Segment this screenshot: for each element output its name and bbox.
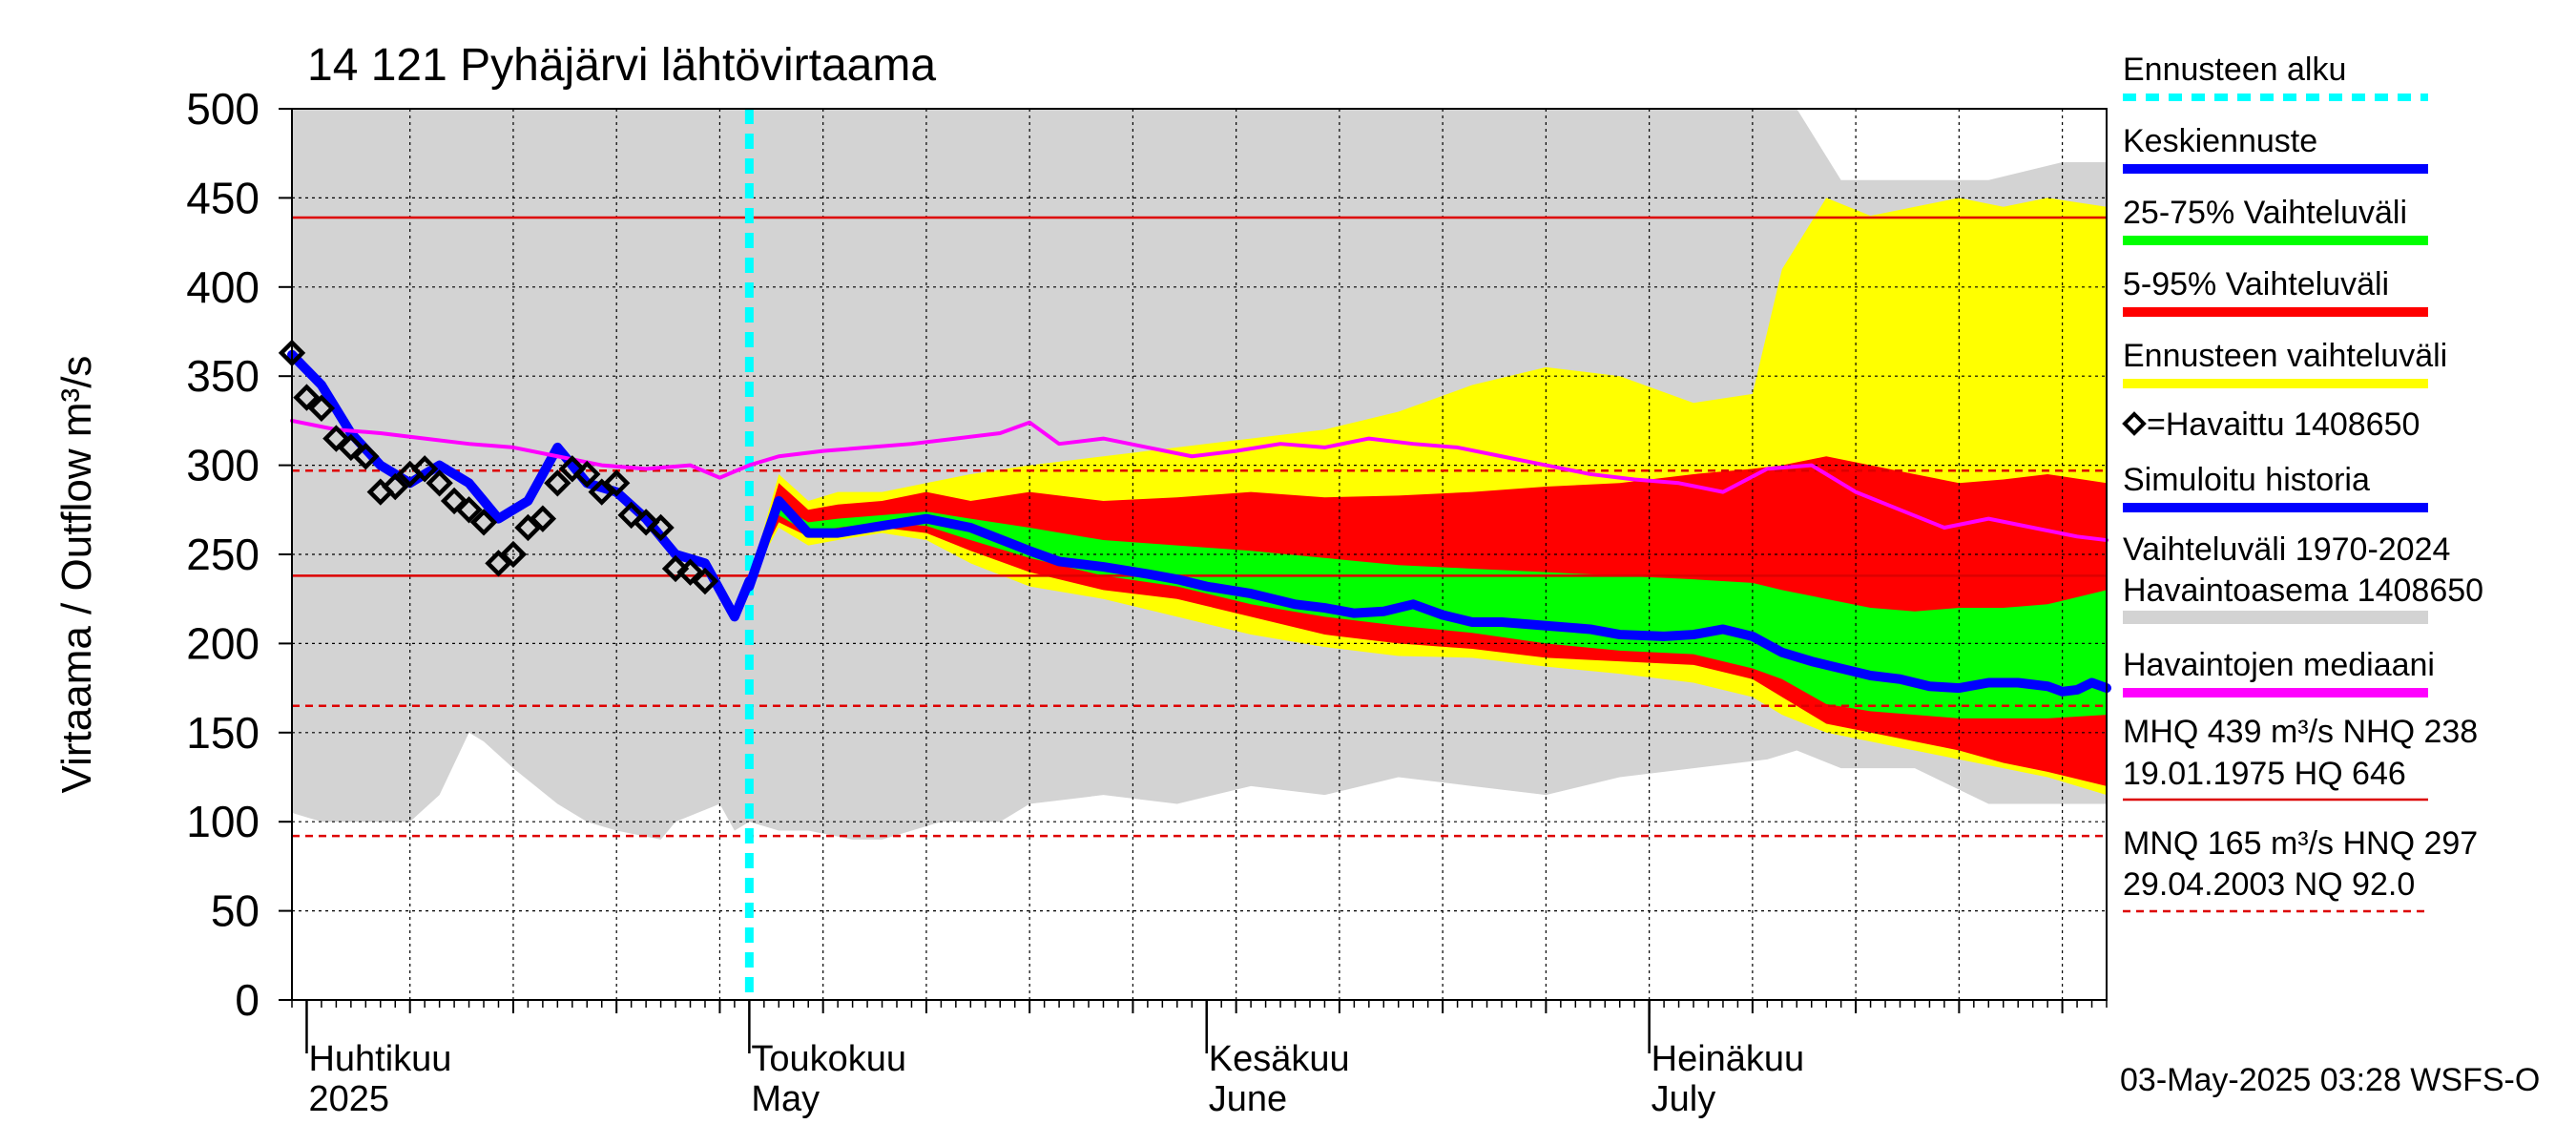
legend-label: 5-95% Vaihteluväli (2123, 266, 2389, 302)
observed-point (676, 558, 704, 586)
observed-point (603, 469, 631, 497)
observed-point (558, 455, 586, 483)
x-month-label: Toukokuu (751, 1039, 906, 1079)
legend-label: Simuloitu historia (2123, 462, 2370, 498)
observed-point (661, 554, 690, 583)
observed-point (544, 469, 571, 497)
observed-point (632, 509, 660, 536)
y-tick-label: 150 (186, 708, 260, 758)
observed-point (410, 455, 439, 483)
y-tick-label: 500 (186, 84, 260, 134)
legend-label: Keskiennuste (2123, 123, 2317, 159)
legend-label: Vaihteluväli 1970-2024 (2123, 531, 2450, 568)
stats-mhq-nhq: MHQ 439 m³/s NHQ 238 (2123, 714, 2478, 750)
x-month-label-en: June (1209, 1079, 1287, 1119)
y-tick-label: 300 (186, 441, 260, 490)
observed-point (352, 443, 380, 470)
observed-point (469, 509, 498, 536)
x-month-label-en: July (1652, 1079, 1716, 1119)
stats-nq: 29.04.2003 NQ 92.0 (2123, 866, 2415, 903)
series-line-keskiennuste (744, 495, 2111, 697)
x-month-label-en: May (751, 1079, 820, 1119)
observed-point (455, 496, 483, 524)
y-tick-label: 100 (186, 797, 260, 846)
legend-label: =Havaittu 1408650 (2147, 406, 2420, 443)
legend-swatch (2123, 611, 2428, 624)
observed-point (382, 472, 409, 501)
series-line-havaintojen-mediaani (290, 418, 2109, 543)
observed-markers-layer (278, 339, 719, 595)
y-tick-label: 0 (235, 975, 260, 1025)
observed-point (647, 513, 675, 542)
observed-point (307, 394, 336, 423)
observed-point (322, 425, 350, 452)
axes-layer: 0 50 100 150 200 250 300 350 400 450 500 Huhtikuu20… (186, 84, 2108, 1119)
y-tick-label: 50 (211, 886, 260, 936)
legend-observed-marker (2122, 411, 2147, 436)
stats-hq: 19.01.1975 HQ 646 (2123, 756, 2406, 792)
observed-point (293, 384, 321, 411)
legend-label: Ennusteen alku (2123, 52, 2346, 88)
legend-label: Ennusteen vaihteluväli (2123, 338, 2447, 374)
legend-label: Havaintojen mediaani (2123, 647, 2435, 683)
legend: Ennusteen alku Keskiennuste 25-75% Vaihtel… (2122, 52, 2483, 913)
y-tick-label: 450 (186, 173, 260, 222)
observed-point (573, 460, 601, 489)
series-line-simuloitu-historia (287, 349, 755, 622)
y-tick-label: 200 (186, 618, 260, 668)
y-tick-label: 350 (186, 351, 260, 401)
footer-timestamp: 03-May-2025 03:28 WSFS-O (2120, 1062, 2540, 1098)
x-month-label: Kesäkuu (1209, 1039, 1350, 1079)
y-axis-label: Virtaama / Outflow m³/s (53, 356, 100, 794)
observed-point (499, 540, 528, 569)
legend-label: Havaintoasema 1408650 (2123, 572, 2483, 609)
observed-point (529, 505, 557, 532)
observed-point (426, 469, 453, 497)
observed-point (440, 487, 468, 515)
x-month-label-en: 2025 (308, 1079, 389, 1119)
observed-point (337, 433, 365, 462)
x-month-label: Huhtikuu (308, 1039, 451, 1079)
series-layer (287, 349, 2111, 697)
observed-point (617, 501, 645, 530)
chart-title: 14 121 Pyhäjärvi lähtövirtaama (307, 40, 936, 91)
y-tick-label: 250 (186, 530, 260, 579)
legend-label: 25-75% Vaihteluväli (2123, 195, 2407, 231)
grid-layer (292, 109, 2107, 1000)
x-month-label: Heinäkuu (1652, 1039, 1805, 1079)
observed-point (691, 567, 719, 595)
y-tick-label: 400 (186, 262, 260, 312)
reference-lines-layer (292, 109, 2107, 1000)
stats-mnq-hnq: MNQ 165 m³/s HNQ 297 (2123, 825, 2478, 862)
